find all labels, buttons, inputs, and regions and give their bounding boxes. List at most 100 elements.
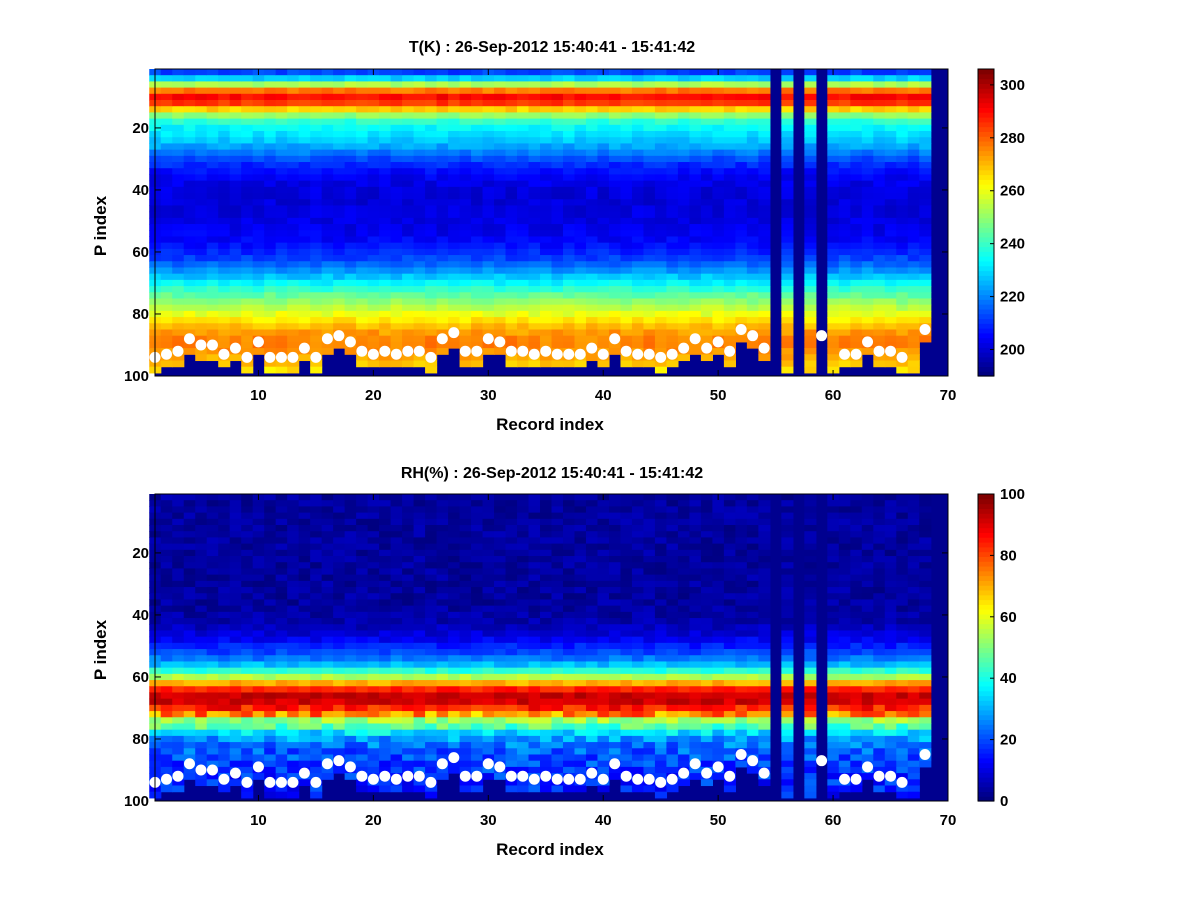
heatmap-cell bbox=[252, 149, 265, 157]
heatmap-cell bbox=[850, 279, 863, 287]
heatmap-cell bbox=[356, 704, 369, 712]
heatmap-cell bbox=[471, 112, 484, 120]
heatmap-cell bbox=[540, 593, 553, 600]
heatmap-cell bbox=[459, 531, 472, 538]
heatmap-cell bbox=[390, 286, 403, 293]
heatmap-cell bbox=[206, 543, 219, 551]
heatmap-cell bbox=[551, 217, 564, 225]
heatmap-cell bbox=[482, 279, 495, 287]
heatmap-cell bbox=[172, 673, 185, 681]
heatmap-cell bbox=[367, 543, 380, 551]
heatmap-cell bbox=[287, 667, 300, 675]
heatmap-cell bbox=[252, 100, 265, 107]
heatmap-cell bbox=[310, 742, 323, 749]
heatmap-cell bbox=[356, 655, 369, 662]
heatmap-cell bbox=[666, 100, 679, 107]
heatmap-cell bbox=[907, 273, 920, 281]
heatmap-cell bbox=[735, 273, 748, 281]
heatmap-cell bbox=[919, 224, 932, 231]
heatmap-cell bbox=[402, 661, 415, 669]
heatmap-cell bbox=[344, 261, 357, 269]
heatmap-cell bbox=[402, 748, 415, 756]
heatmap-cell bbox=[172, 537, 185, 545]
x-tick-label: 70 bbox=[940, 387, 957, 404]
surface-marker bbox=[459, 345, 471, 357]
heatmap-cell bbox=[551, 562, 564, 569]
heatmap-cell bbox=[482, 230, 495, 237]
heatmap-cell bbox=[712, 137, 725, 144]
heatmap-cell bbox=[229, 137, 242, 144]
heatmap-cell bbox=[459, 69, 472, 76]
heatmap-cell bbox=[494, 704, 507, 712]
heatmap-cell bbox=[608, 143, 622, 151]
heatmap-cell bbox=[275, 735, 288, 743]
heatmap-cell bbox=[379, 779, 392, 787]
heatmap-cell bbox=[287, 711, 300, 718]
heatmap-cell bbox=[689, 255, 702, 262]
heatmap-cell bbox=[850, 137, 863, 144]
heatmap-cell bbox=[172, 525, 185, 532]
heatmap-cell bbox=[459, 273, 472, 281]
heatmap-cell bbox=[482, 673, 495, 681]
heatmap-cell bbox=[183, 323, 196, 331]
heatmap-cell bbox=[620, 87, 633, 95]
surface-marker bbox=[275, 351, 287, 363]
heatmap-cell bbox=[448, 723, 461, 731]
heatmap-cell bbox=[379, 729, 392, 737]
heatmap-cell bbox=[264, 717, 277, 725]
heatmap-cell bbox=[195, 118, 208, 126]
heatmap-cell bbox=[229, 500, 242, 507]
heatmap-cell bbox=[298, 323, 311, 331]
heatmap-cell bbox=[585, 124, 599, 132]
heatmap-cell bbox=[390, 506, 403, 514]
heatmap-cell bbox=[206, 106, 219, 113]
heatmap-cell bbox=[528, 279, 541, 287]
heatmap-cell bbox=[310, 593, 323, 600]
heatmap-cell bbox=[677, 286, 691, 293]
heatmap-cell bbox=[264, 599, 277, 607]
heatmap-cell bbox=[356, 168, 369, 175]
heatmap-cell bbox=[172, 698, 185, 706]
heatmap-cell bbox=[873, 193, 886, 200]
heatmap-cell bbox=[241, 286, 254, 293]
heatmap-cell bbox=[505, 217, 518, 225]
heatmap-cell bbox=[160, 630, 173, 638]
heatmap-cell bbox=[471, 255, 484, 262]
heatmap-cell bbox=[195, 667, 208, 675]
heatmap-cell bbox=[666, 205, 679, 213]
heatmap-cell bbox=[206, 723, 219, 731]
x-axis-ticks: 10 20 30 40 50 60 70 bbox=[250, 69, 956, 404]
heatmap-cell bbox=[838, 137, 851, 144]
heatmap-cell bbox=[482, 574, 495, 582]
heatmap-cell bbox=[585, 304, 599, 312]
heatmap-cell bbox=[608, 211, 622, 219]
heatmap-cell bbox=[321, 636, 334, 644]
heatmap-cell bbox=[287, 286, 300, 293]
heatmap-cell bbox=[654, 149, 668, 157]
heatmap-cell bbox=[735, 267, 748, 275]
heatmap-cell bbox=[275, 323, 288, 331]
heatmap-cell bbox=[390, 766, 403, 774]
heatmap-cell bbox=[241, 186, 254, 194]
heatmap-cell bbox=[494, 562, 507, 569]
heatmap-cell bbox=[551, 704, 564, 712]
heatmap-cell bbox=[723, 298, 736, 306]
heatmap-cell bbox=[540, 106, 553, 113]
heatmap-cell bbox=[252, 618, 265, 625]
heatmap-cell bbox=[884, 149, 897, 157]
colorbar-segment bbox=[978, 97, 994, 104]
heatmap-cell bbox=[172, 611, 185, 619]
heatmap-cell bbox=[172, 543, 185, 551]
heatmap-cell bbox=[310, 310, 323, 318]
heatmap-cell bbox=[298, 500, 311, 507]
heatmap-cell bbox=[172, 549, 185, 557]
heatmap-cell bbox=[333, 248, 346, 256]
heatmap-cell bbox=[402, 537, 415, 545]
colorbar-segment bbox=[978, 145, 994, 152]
heatmap-cell bbox=[919, 174, 932, 182]
heatmap-cell bbox=[551, 174, 564, 182]
heatmap-cell bbox=[827, 217, 840, 225]
heatmap-cell bbox=[620, 230, 633, 237]
heatmap-cell bbox=[919, 162, 932, 169]
heatmap-cell bbox=[402, 785, 415, 793]
